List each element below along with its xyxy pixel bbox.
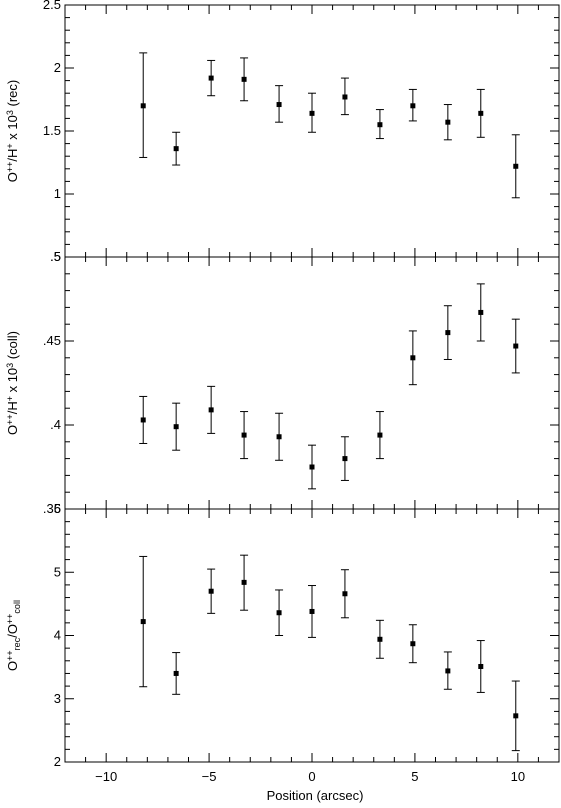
data-point	[140, 619, 146, 625]
data-point	[513, 713, 519, 719]
y-axis-label-part: +	[5, 396, 15, 401]
y-tick-label: 2	[54, 60, 61, 75]
y-axis-label: O++/H+ x 103 (coll)	[5, 331, 20, 435]
y-tick-label: 3	[54, 691, 61, 706]
data-point	[140, 103, 146, 109]
y-axis-label-part: x 10	[5, 115, 20, 143]
y-axis-label-part: +	[5, 143, 15, 148]
y-axis-label-part: ++	[5, 650, 15, 661]
y-tick-label: 2	[54, 754, 61, 769]
y-axis-label-part: (coll)	[5, 331, 20, 363]
data-point	[342, 456, 348, 462]
data-point	[445, 330, 451, 336]
data-point	[173, 424, 179, 430]
data-point	[241, 76, 247, 82]
y-axis-label-part: coll	[12, 600, 22, 614]
y-axis-label-part: ++	[5, 162, 15, 173]
y-axis-label-part: 3	[5, 363, 15, 368]
y-axis-label-part: /H	[5, 401, 20, 414]
data-point	[445, 668, 451, 674]
data-point	[342, 591, 348, 597]
y-tick-label: 4	[54, 628, 61, 643]
data-point	[513, 343, 519, 349]
data-point	[342, 94, 348, 100]
x-tick-label: 10	[511, 769, 525, 784]
y-axis-label-part: ++	[5, 614, 15, 625]
data-point	[377, 432, 383, 438]
data-point	[410, 641, 416, 647]
y-tick-label: 2.5	[43, 0, 61, 12]
y-tick-label: .5	[50, 249, 61, 264]
data-point	[478, 309, 484, 315]
data-point	[140, 417, 146, 423]
data-point	[276, 434, 282, 440]
y-axis-label-part: x 10	[5, 368, 20, 396]
data-point	[241, 579, 247, 585]
y-axis-label-part: rec	[12, 637, 22, 650]
y-tick-label: .35	[43, 501, 61, 516]
y-axis-label-part: O	[5, 661, 20, 671]
y-tick-label: 1.5	[43, 123, 61, 138]
data-point	[276, 102, 282, 108]
data-point	[241, 432, 247, 438]
data-point	[410, 103, 416, 109]
data-point	[478, 663, 484, 669]
panel-top: .5 1 1.5 2 2.5 O++/H+ x 103 (rec)	[5, 0, 560, 264]
data-point	[208, 407, 214, 413]
data-point	[377, 122, 383, 128]
y-axis-label: O++rec/O++coll	[5, 600, 22, 671]
data-point	[513, 163, 519, 169]
y-axis-label-part: /O	[5, 624, 20, 638]
data-point	[377, 636, 383, 642]
data-point	[478, 110, 484, 116]
y-axis-label-part: 3	[5, 110, 15, 115]
y-tick-label: 6	[54, 501, 61, 516]
y-tick-label: .45	[43, 333, 61, 348]
y-tick-label: 5	[54, 564, 61, 579]
data-point	[173, 146, 179, 152]
data-point	[208, 588, 214, 594]
y-axis-label-part: O	[5, 425, 20, 435]
x-tick-label: 0	[308, 769, 315, 784]
panels: .511.522.5O++/H+ x 103 (rec).35.4.45.5O+…	[5, 0, 560, 803]
y-tick-label: .5	[50, 249, 61, 264]
data-point	[309, 608, 315, 614]
y-axis-label: O++/H+ x 103 (rec)	[5, 80, 20, 182]
data-point	[276, 610, 282, 616]
panel-middle: .35 .4 .45 .5 O++/H+ x 103 (coll)	[5, 249, 560, 516]
data-point	[309, 110, 315, 116]
y-axis-label-part: O	[5, 172, 20, 182]
y-axis-label-part: ++	[5, 414, 15, 425]
data-point	[410, 355, 416, 361]
x-tick-label: −10	[95, 769, 117, 784]
data-point	[309, 464, 315, 470]
x-tick-label: 5	[411, 769, 418, 784]
data-point	[173, 670, 179, 676]
y-axis-label-part: /H	[5, 149, 20, 162]
data-point	[445, 119, 451, 125]
x-axis-label: Position (arcsec)	[267, 788, 364, 803]
y-tick-label: .4	[50, 417, 61, 432]
y-tick-label: 1	[54, 186, 61, 201]
x-tick-label: −5	[202, 769, 217, 784]
y-axis-label-part: (rec)	[5, 80, 20, 110]
data-point	[208, 75, 214, 81]
